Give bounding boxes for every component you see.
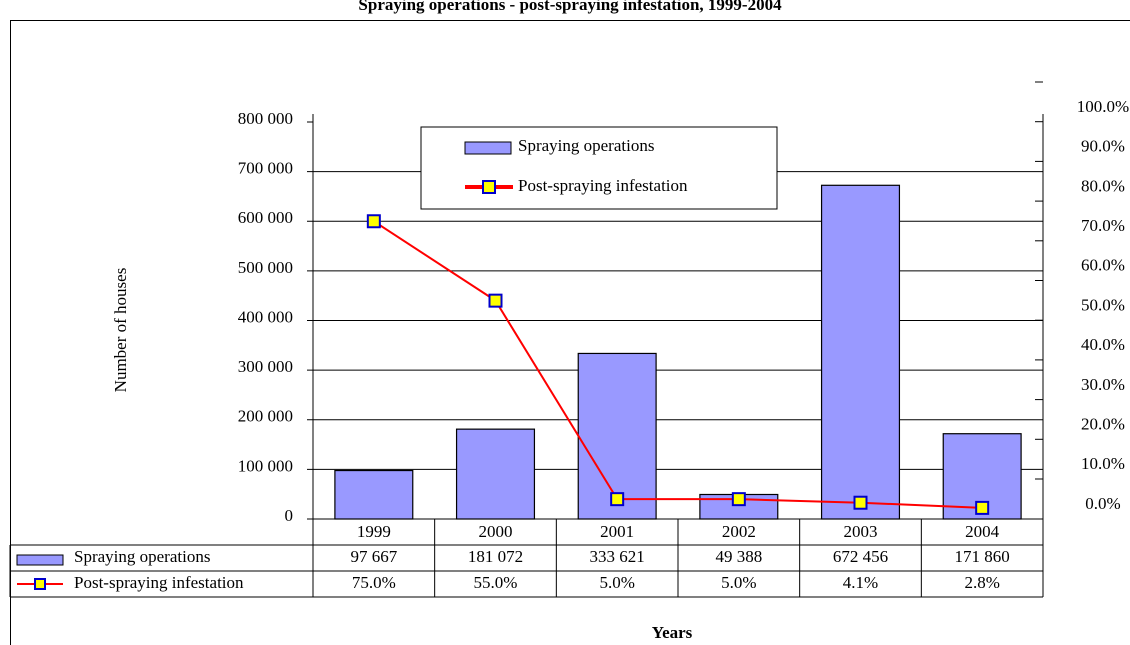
x-tick-label: 2004 xyxy=(965,522,1000,541)
x-tick-label: 2003 xyxy=(844,522,878,541)
y-tick-label: 800 000 xyxy=(238,109,293,128)
y-tick-label: 200 000 xyxy=(238,407,293,426)
table-value: 4.1% xyxy=(843,573,878,592)
marker xyxy=(366,214,381,229)
table-value: 5.0% xyxy=(721,573,756,592)
table-key xyxy=(34,578,46,590)
table-row-label: Post-spraying infestation xyxy=(74,573,244,592)
y2-tick-label: 20.0% xyxy=(1081,415,1125,434)
y2-tick-label: 80.0% xyxy=(1081,176,1125,195)
y-tick-label: 0 xyxy=(285,506,294,525)
y-axis-label: Number of houses xyxy=(111,268,130,393)
y-tick-label: 300 000 xyxy=(238,357,293,376)
x-tick-label: 2002 xyxy=(722,522,756,541)
y2-tick-label: 70.0% xyxy=(1081,216,1125,235)
marker xyxy=(975,500,990,515)
y2-tick-label: 0.0% xyxy=(1085,494,1120,513)
marker xyxy=(488,293,503,308)
legend-box xyxy=(420,126,778,210)
bar xyxy=(577,352,657,520)
table-row-label: Spraying operations xyxy=(74,547,210,566)
y2-tick-label: 10.0% xyxy=(1081,454,1125,473)
legend-key xyxy=(482,180,496,194)
legend-key xyxy=(464,141,512,155)
x-tick-label: 2001 xyxy=(600,522,634,541)
line xyxy=(373,220,983,509)
y2-tick-label: 100.0% xyxy=(1077,97,1129,116)
table-key xyxy=(16,554,64,566)
y2-tick-label: 30.0% xyxy=(1081,375,1125,394)
y2-tick-label: 60.0% xyxy=(1081,256,1125,275)
legend-label: Spraying operations xyxy=(518,136,654,155)
table-value: 171 860 xyxy=(955,547,1010,566)
table-value: 49 388 xyxy=(715,547,762,566)
marker xyxy=(853,495,868,510)
table-value: 333 621 xyxy=(590,547,645,566)
y-tick-label: 100 000 xyxy=(238,456,293,475)
table-value: 97 667 xyxy=(350,547,397,566)
marker xyxy=(731,492,746,507)
y2-tick-label: 50.0% xyxy=(1081,295,1125,314)
y2-tick-label: 90.0% xyxy=(1081,137,1125,156)
legend-label: Post-spraying infestation xyxy=(518,176,688,195)
table-value: 181 072 xyxy=(468,547,523,566)
y-tick-label: 400 000 xyxy=(238,307,293,326)
table-value: 2.8% xyxy=(964,573,999,592)
table-value: 75.0% xyxy=(352,573,396,592)
y-tick-label: 600 000 xyxy=(238,208,293,227)
y-tick-label: 500 000 xyxy=(238,258,293,277)
x-tick-label: 1999 xyxy=(357,522,391,541)
x-axis-label: Years xyxy=(652,623,693,642)
table-value: 672 456 xyxy=(833,547,888,566)
bar xyxy=(334,469,414,520)
y-tick-label: 700 000 xyxy=(238,159,293,178)
bar xyxy=(820,184,901,520)
chart-frame xyxy=(10,20,1130,645)
x-tick-label: 2000 xyxy=(479,522,513,541)
bar xyxy=(455,428,536,520)
table-value: 55.0% xyxy=(474,573,518,592)
marker xyxy=(610,492,625,507)
table-value: 5.0% xyxy=(599,573,634,592)
chart-title: Spraying operations - post-spraying infe… xyxy=(358,0,782,14)
y2-tick-label: 40.0% xyxy=(1081,335,1125,354)
